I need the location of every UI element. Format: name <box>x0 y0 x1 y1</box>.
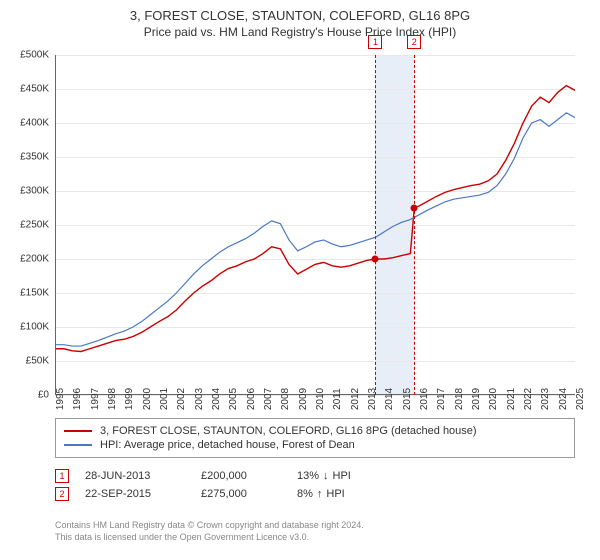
line-chart-svg <box>55 55 575 395</box>
y-tick-label: £200K <box>20 254 49 265</box>
legend: 3, FOREST CLOSE, STAUNTON, COLEFORD, GL1… <box>55 418 575 458</box>
legend-label: HPI: Average price, detached house, Fore… <box>100 439 355 451</box>
title-block: 3, FOREST CLOSE, STAUNTON, COLEFORD, GL1… <box>0 0 600 39</box>
legend-row: HPI: Average price, detached house, Fore… <box>64 439 566 451</box>
y-tick-label: £50K <box>26 356 49 367</box>
x-tick-label: 2019 <box>471 388 482 410</box>
event-date: 28-JUN-2013 <box>85 470 185 482</box>
x-tick-label: 2014 <box>384 388 395 410</box>
legend-swatch <box>64 444 92 446</box>
event-delta: 8% ↑ HPI <box>297 488 397 500</box>
x-tick-label: 1995 <box>55 388 66 410</box>
x-tick-label: 2004 <box>211 388 222 410</box>
x-tick-label: 1997 <box>90 388 101 410</box>
x-tick-label: 2010 <box>315 388 326 410</box>
event-delta: 13% ↓ HPI <box>297 470 397 482</box>
event-date: 22-SEP-2015 <box>85 488 185 500</box>
chart-area: 12 £0£50K£100K£150K£200K£250K£300K£350K£… <box>55 55 575 395</box>
title-address: 3, FOREST CLOSE, STAUNTON, COLEFORD, GL1… <box>0 8 600 23</box>
x-tick-label: 2017 <box>436 388 447 410</box>
x-tick-label: 2007 <box>263 388 274 410</box>
x-tick-label: 2008 <box>280 388 291 410</box>
x-tick-label: 1998 <box>107 388 118 410</box>
x-tick-label: 2025 <box>575 388 586 410</box>
x-tick-label: 2022 <box>523 388 534 410</box>
x-tick-label: 2018 <box>454 388 465 410</box>
y-tick-label: £300K <box>20 186 49 197</box>
x-tick-label: 2006 <box>246 388 257 410</box>
y-tick-label: £400K <box>20 118 49 129</box>
y-tick-label: £100K <box>20 322 49 333</box>
series-price_paid <box>55 86 575 352</box>
sale-point-dot <box>411 205 418 212</box>
x-tick-label: 2005 <box>228 388 239 410</box>
x-tick-label: 2011 <box>332 388 343 410</box>
event-marker: 2 <box>55 487 69 501</box>
event-marker: 1 <box>55 469 69 483</box>
event-row: 1 28-JUN-2013 £200,000 13% ↓ HPI <box>55 469 575 483</box>
event-price: £275,000 <box>201 488 281 500</box>
x-tick-label: 2001 <box>159 388 170 410</box>
x-tick-label: 2013 <box>367 388 378 410</box>
chart-container: 3, FOREST CLOSE, STAUNTON, COLEFORD, GL1… <box>0 0 600 560</box>
x-tick-label: 2015 <box>402 388 413 410</box>
legend-row: 3, FOREST CLOSE, STAUNTON, COLEFORD, GL1… <box>64 425 566 437</box>
events-table: 1 28-JUN-2013 £200,000 13% ↓ HPI 2 22-SE… <box>55 465 575 505</box>
footer: Contains HM Land Registry data © Crown c… <box>55 520 575 543</box>
x-tick-label: 2020 <box>488 388 499 410</box>
x-tick-label: 2023 <box>540 388 551 410</box>
y-tick-label: £350K <box>20 152 49 163</box>
sale-point-dot <box>372 256 379 263</box>
y-tick-label: £500K <box>20 50 49 61</box>
plot-region: 12 <box>55 55 575 395</box>
x-tick-label: 2012 <box>350 388 361 410</box>
x-tick-label: 2003 <box>194 388 205 410</box>
arrow-down-icon: ↓ <box>323 470 329 482</box>
y-tick-label: £150K <box>20 288 49 299</box>
x-tick-label: 2016 <box>419 388 430 410</box>
x-tick-label: 1996 <box>72 388 83 410</box>
x-tick-label: 2024 <box>558 388 569 410</box>
event-row: 2 22-SEP-2015 £275,000 8% ↑ HPI <box>55 487 575 501</box>
footer-line: This data is licensed under the Open Gov… <box>55 532 575 544</box>
legend-swatch <box>64 430 92 432</box>
x-tick-label: 1999 <box>124 388 135 410</box>
legend-label: 3, FOREST CLOSE, STAUNTON, COLEFORD, GL1… <box>100 425 477 437</box>
x-tick-label: 2009 <box>298 388 309 410</box>
y-tick-label: £250K <box>20 220 49 231</box>
x-tick-label: 2002 <box>176 388 187 410</box>
x-tick-label: 2021 <box>506 388 517 410</box>
title-subtitle: Price paid vs. HM Land Registry's House … <box>0 25 600 39</box>
arrow-up-icon: ↑ <box>317 488 323 500</box>
y-tick-label: £0 <box>38 390 49 401</box>
y-tick-label: £450K <box>20 84 49 95</box>
x-tick-label: 2000 <box>142 388 153 410</box>
footer-line: Contains HM Land Registry data © Crown c… <box>55 520 575 532</box>
series-hpi <box>55 113 575 346</box>
sale-marker: 2 <box>407 35 421 49</box>
sale-marker: 1 <box>368 35 382 49</box>
event-price: £200,000 <box>201 470 281 482</box>
